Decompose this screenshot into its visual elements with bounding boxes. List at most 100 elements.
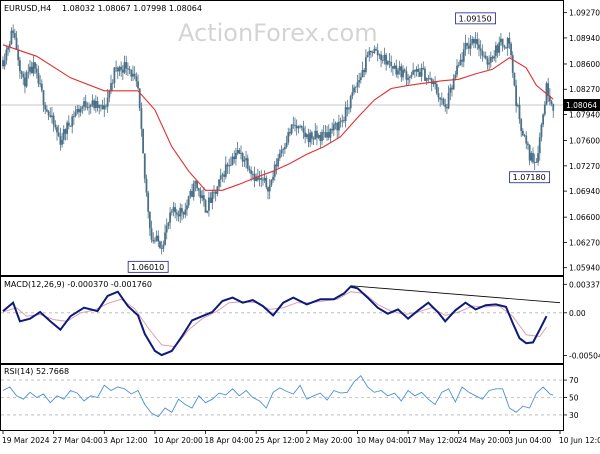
- candle-body: [255, 176, 258, 181]
- candle-body: [459, 59, 462, 66]
- candle-body: [59, 135, 62, 145]
- candle-body: [54, 124, 57, 128]
- candle-body: [275, 164, 278, 167]
- candle-body: [219, 175, 222, 180]
- candle-body: [214, 191, 217, 194]
- candle-body: [133, 73, 136, 77]
- time-axis-label: 10 Jun 12:00: [559, 436, 600, 445]
- candle-body: [439, 97, 442, 100]
- candle-body: [364, 57, 367, 73]
- candle-body: [61, 139, 63, 145]
- candle-body: [42, 90, 45, 105]
- candle-body: [317, 135, 320, 138]
- candle-body: [446, 107, 448, 109]
- price-annotation-box: [455, 12, 497, 25]
- candle-body: [385, 54, 388, 65]
- candle-body: [290, 124, 293, 134]
- candle-body: [361, 70, 364, 78]
- candle-body: [172, 207, 175, 212]
- candle-body: [466, 43, 469, 46]
- candle-body: [182, 212, 185, 215]
- candle-body: [422, 67, 425, 69]
- candle-body: [501, 38, 504, 46]
- candle-body: [76, 109, 79, 113]
- candle-body: [483, 55, 485, 57]
- candle-body: [287, 132, 290, 143]
- macd-pane-title: MACD(12,26,9) -0.000370 -0.001760: [4, 280, 152, 289]
- rsi-axis-label: 30: [569, 411, 579, 420]
- candle-body: [408, 76, 411, 79]
- price-pane-border: [0, 0, 564, 276]
- price-axis-label: 1.06270: [569, 238, 600, 247]
- candle-body: [464, 43, 467, 50]
- candle-body: [52, 115, 55, 125]
- candle-body: [192, 183, 195, 197]
- candle-body: [236, 150, 239, 153]
- candle-body: [440, 98, 443, 100]
- candle-body: [20, 71, 23, 74]
- candle-body: [201, 195, 204, 199]
- candle-body: [35, 68, 38, 73]
- candle-body: [253, 173, 256, 181]
- candle-body: [57, 132, 60, 136]
- candle-body: [359, 77, 362, 81]
- candle-body: [66, 122, 69, 134]
- candle-body: [510, 43, 512, 56]
- candle-body: [258, 178, 261, 180]
- price-axis-label: 1.07270: [569, 162, 600, 171]
- candle-body: [447, 92, 450, 109]
- candle-body: [78, 109, 80, 113]
- candle-body: [420, 67, 423, 77]
- candle-body: [503, 45, 506, 48]
- candle-body: [395, 65, 398, 75]
- macd-signal-line: [2, 291, 547, 348]
- candle-body: [341, 120, 344, 122]
- candle-body: [167, 222, 170, 226]
- candle-body: [155, 235, 158, 241]
- candle-body: [314, 130, 317, 140]
- price-axis-label: 1.06940: [569, 187, 600, 196]
- candle-body: [184, 209, 187, 215]
- macd-axis-label: 0.003375: [569, 280, 600, 289]
- candle-body: [316, 130, 318, 138]
- rsi-line: [2, 374, 554, 418]
- candle-body: [169, 212, 171, 223]
- candle-body: [289, 132, 291, 134]
- candle-body: [105, 105, 107, 107]
- candle-body: [81, 106, 84, 109]
- candle-body: [196, 180, 199, 189]
- time-axis-label: 25 Apr 12:00: [255, 436, 304, 445]
- candle-body: [127, 68, 129, 70]
- candle-body: [96, 100, 99, 108]
- candle-body: [137, 81, 139, 89]
- candle-body: [491, 56, 494, 59]
- candle-body: [527, 143, 529, 146]
- candle-body: [138, 88, 141, 109]
- candle-body: [321, 132, 323, 141]
- axes-layer: 1.09270 1.08940 1.08600 1.08270 1.07940 1.076…: [2, 9, 600, 445]
- candle-body: [457, 65, 460, 66]
- candle-body: [71, 116, 74, 127]
- candle-body: [45, 109, 48, 112]
- candle-body: [147, 192, 150, 212]
- candle-body: [202, 195, 205, 201]
- candle-body: [135, 76, 138, 82]
- candle-body: [72, 116, 75, 117]
- candle-body: [191, 190, 193, 197]
- candle-body: [162, 244, 165, 249]
- candle-body: [25, 72, 28, 87]
- candle-body: [187, 196, 190, 206]
- candle-body: [15, 37, 18, 50]
- candle-body: [32, 62, 35, 74]
- candle-body: [334, 123, 337, 125]
- price-annotation-box: [509, 171, 551, 184]
- candle-body: [376, 50, 379, 56]
- candle-body: [106, 97, 109, 107]
- candle-body: [231, 156, 234, 165]
- candle-body: [413, 70, 416, 72]
- macd-trend-line: [350, 285, 561, 304]
- candle-body: [332, 124, 335, 131]
- candle-body: [467, 45, 470, 49]
- candle-body: [432, 81, 435, 85]
